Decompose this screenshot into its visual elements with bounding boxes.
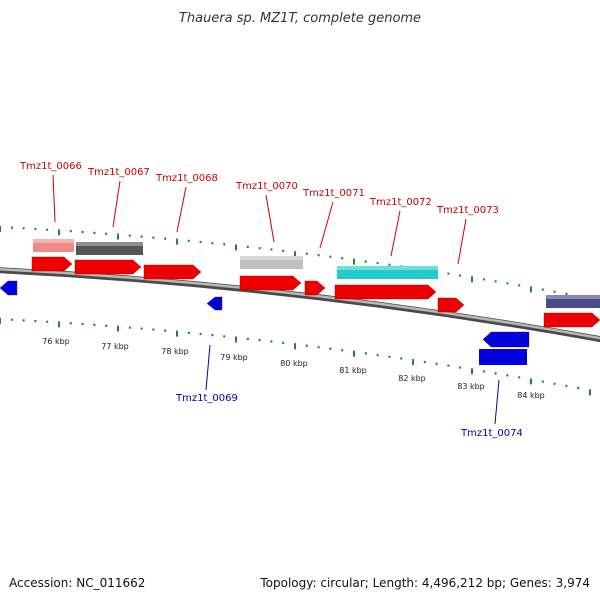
gene-label-tmz1t-0074[interactable]: Tmz1t_0074 — [460, 428, 523, 439]
feature-bar-highlight — [33, 239, 74, 243]
gene-label-tmz1t-0069[interactable]: Tmz1t_0069 — [175, 393, 238, 404]
feature-bar-highlight — [337, 266, 438, 270]
inner-tick-track — [0, 318, 591, 396]
reverse-label-leader — [205, 344, 211, 391]
kbp-label: 84 kbp — [517, 391, 545, 400]
kbp-label: 76 kbp — [42, 337, 70, 346]
reverse-label-leader — [494, 379, 500, 425]
forward-gene-arrow — [543, 312, 600, 328]
feature-bar-highlight — [546, 295, 600, 299]
forward-gene-arrow — [143, 264, 202, 280]
feature-bar — [337, 266, 438, 279]
gene-label-tmz1t-0070[interactable]: Tmz1t_0070 — [235, 181, 298, 192]
accession-text: Accession: NC_011662 — [9, 576, 146, 590]
feature-bar — [33, 239, 74, 252]
genome-backbone — [0, 268, 600, 340]
topology-text: Topology: circular; Length: 4,496,212 bp… — [260, 576, 590, 590]
gene-label-tmz1t-0071[interactable]: Tmz1t_0071 — [302, 188, 365, 199]
kbp-label: 83 kbp — [457, 382, 485, 391]
feature-bar-highlight — [76, 242, 143, 246]
gene-label-tmz1t-0067[interactable]: Tmz1t_0067 — [87, 167, 150, 178]
feature-bar — [76, 242, 143, 255]
reverse-gene-bar — [479, 349, 527, 365]
kbp-label: 80 kbp — [280, 359, 308, 368]
kbp-scale-labels: 76 kbp 77 kbp 78 kbp 79 kbp 80 kbp 81 kb… — [42, 337, 545, 400]
reverse-gene-arrow — [482, 331, 530, 348]
gene-label-tmz1t-0066[interactable]: Tmz1t_0066 — [19, 161, 82, 172]
gene-label-tmz1t-0072[interactable]: Tmz1t_0072 — [369, 197, 432, 208]
forward-label-leader — [457, 218, 467, 265]
feature-track — [33, 239, 600, 308]
kbp-label: 77 kbp — [101, 342, 129, 351]
label-leader-lines — [52, 174, 500, 425]
forward-label-leader — [265, 194, 275, 243]
gene-label-tmz1t-0068[interactable]: Tmz1t_0068 — [155, 173, 218, 184]
forward-label-leader — [176, 186, 187, 233]
forward-gene-arrow — [239, 275, 302, 291]
feature-bar — [240, 256, 303, 269]
forward-label-leader — [319, 201, 334, 249]
forward-label-leader — [52, 174, 56, 223]
forward-gene-arrow — [31, 256, 73, 272]
forward-gene-arrow — [304, 280, 326, 296]
genome-backbone-shadow — [0, 267, 600, 343]
gene-label-tmz1t-0073[interactable]: Tmz1t_0073 — [436, 205, 499, 216]
forward-gene-arrow — [334, 284, 437, 300]
feature-bar — [546, 295, 600, 308]
feature-bar-highlight — [240, 256, 303, 260]
gene-track — [0, 256, 600, 365]
forward-label-leader — [390, 210, 401, 257]
gene-labels: Tmz1t_0066 Tmz1t_0067 Tmz1t_0068 Tmz1t_0… — [19, 161, 523, 439]
forward-label-leader — [112, 180, 121, 228]
map-title: Thauera sp. MZ1T, complete genome — [179, 11, 421, 26]
reverse-gene-arrow — [206, 296, 223, 311]
kbp-label: 82 kbp — [398, 374, 426, 383]
kbp-label: 79 kbp — [220, 353, 248, 362]
forward-gene-arrow — [74, 259, 142, 275]
kbp-label: 78 kbp — [161, 347, 189, 356]
reverse-gene-arrow — [0, 280, 18, 296]
kbp-label: 81 kbp — [339, 366, 367, 375]
forward-gene-arrow — [437, 297, 465, 313]
outer-tick-track — [0, 226, 591, 304]
